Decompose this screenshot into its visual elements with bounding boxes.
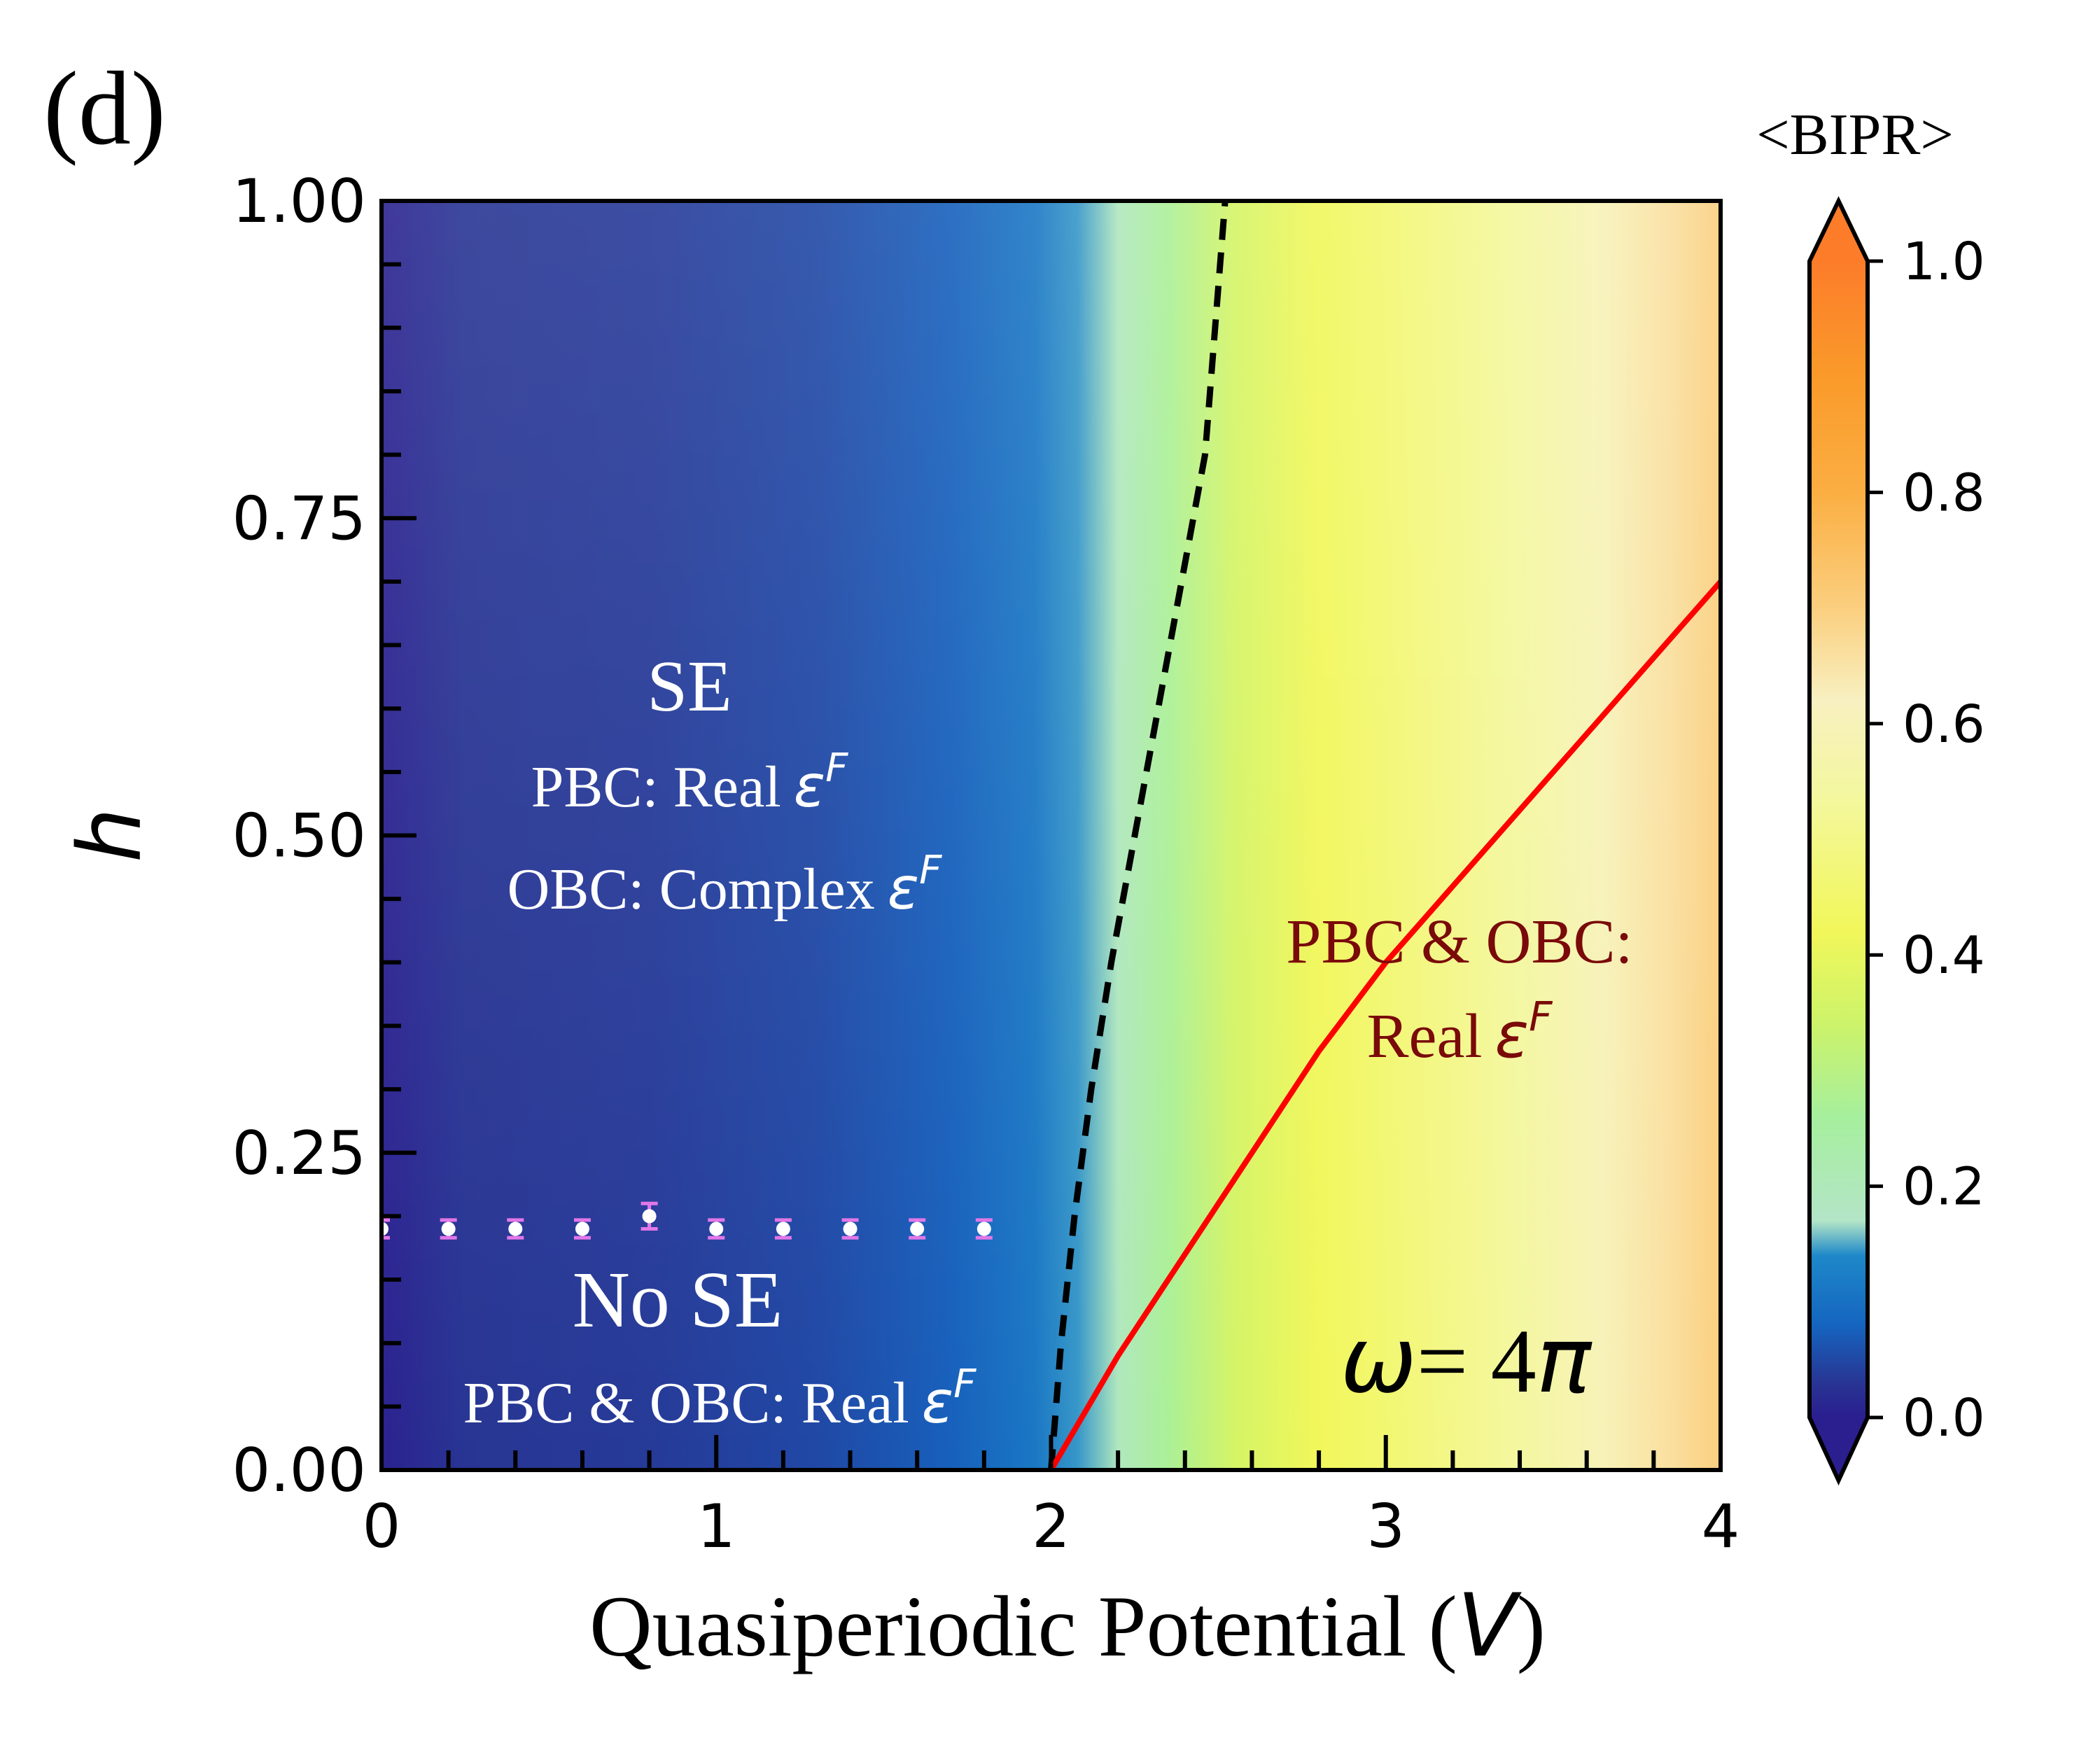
x-axis-label-suffix: ) xyxy=(1517,1578,1546,1674)
scatter-point xyxy=(642,1209,657,1224)
y-axis-label: h xyxy=(60,808,161,863)
colorbar-tick-label: 0.8 xyxy=(1903,463,1985,523)
dashed-boundary-line xyxy=(1048,201,1228,1470)
y-tick-label: 0.75 xyxy=(232,484,366,554)
epsilon-symbol: ε xyxy=(922,1368,953,1436)
right-region-line2: Real εF xyxy=(1367,993,1554,1072)
scatter-points xyxy=(382,1201,993,1240)
scatter-point xyxy=(843,1222,858,1236)
red-boundary-line xyxy=(1049,580,1721,1470)
x-tick-label: 1 xyxy=(697,1492,736,1562)
omega-symbol: ω xyxy=(1340,1307,1417,1413)
scatter-point xyxy=(575,1222,589,1236)
scatter-point xyxy=(441,1222,456,1236)
x-tick-label: 4 xyxy=(1702,1492,1740,1562)
epsilon-superscript: F xyxy=(1529,993,1553,1040)
epsilon-symbol: ε xyxy=(794,752,825,820)
x-axis: 0 1 2 3 4 xyxy=(363,1435,1740,1562)
colorbar-ticks: 0.0 0.2 0.4 0.6 0.8 1.0 xyxy=(1868,232,1985,1448)
x-tick-label: 2 xyxy=(1032,1492,1070,1562)
scatter-point xyxy=(976,1222,991,1236)
scatter-point xyxy=(910,1222,925,1236)
x-axis-label: Quasiperiodic Potential (V) xyxy=(589,1576,1546,1676)
omega-label: ω= 4π xyxy=(1340,1307,1592,1413)
scatter-point xyxy=(508,1222,523,1236)
se-pbc-text: PBC: Real xyxy=(531,755,781,820)
colorbar-label: <BIPR> xyxy=(1756,102,1954,167)
plot-area xyxy=(382,201,1721,1470)
scatter-point xyxy=(709,1222,724,1236)
scatter-point xyxy=(776,1222,790,1236)
x-tick-label: 3 xyxy=(1366,1492,1405,1562)
epsilon-symbol: ε xyxy=(888,854,919,923)
annotations: SE PBC: Real εF OBC: Complex εF No SE PBC … xyxy=(463,646,1633,1436)
colorbar-tick-label: 0.4 xyxy=(1903,925,1985,986)
se-pbc-label: PBC: Real εF xyxy=(531,746,848,820)
right-region-line1: PBC & OBC: xyxy=(1286,907,1632,976)
y-tick-label: 0.50 xyxy=(232,802,366,872)
y-axis: 0.00 0.25 0.50 0.75 1.00 xyxy=(232,167,416,1506)
panel-label: (d) xyxy=(43,50,166,167)
colorbar: 0.0 0.2 0.4 0.6 0.8 1.0 <BIPR> xyxy=(1756,102,1985,1486)
nose-both-text: PBC & OBC: Real xyxy=(463,1371,909,1436)
epsilon-superscript: F xyxy=(825,746,848,791)
y-tick-label: 0.25 xyxy=(232,1119,366,1189)
right-region-text: Real xyxy=(1367,1002,1483,1071)
colorbar-tick-label: 0.0 xyxy=(1903,1388,1985,1448)
se-title: SE xyxy=(647,646,732,727)
y-tick-label: 0.00 xyxy=(232,1436,366,1506)
colorbar-tick-label: 0.2 xyxy=(1903,1157,1985,1217)
omega-value: = 4 xyxy=(1417,1311,1536,1412)
epsilon-superscript: F xyxy=(919,848,942,893)
x-axis-label-var: V xyxy=(1457,1576,1522,1676)
colorbar-tick-label: 1.0 xyxy=(1903,232,1985,292)
nose-title: No SE xyxy=(573,1255,783,1344)
epsilon-superscript: F xyxy=(953,1362,976,1407)
pi-symbol: π xyxy=(1536,1307,1592,1413)
colorbar-tick-label: 0.6 xyxy=(1903,694,1985,755)
y-tick-label: 1.00 xyxy=(232,167,366,237)
se-obc-label: OBC: Complex εF xyxy=(507,848,942,923)
x-tick-label: 0 xyxy=(363,1492,401,1562)
x-axis-label-prefix: Quasiperiodic Potential ( xyxy=(589,1578,1457,1674)
nose-both-label: PBC & OBC: Real εF xyxy=(463,1362,977,1436)
colorbar-body xyxy=(1807,196,1870,1486)
se-obc-text: OBC: Complex xyxy=(507,857,875,922)
epsilon-symbol: ε xyxy=(1494,999,1529,1072)
